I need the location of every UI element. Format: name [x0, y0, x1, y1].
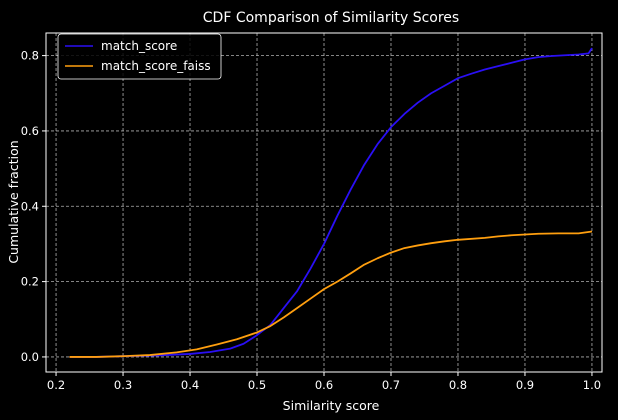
y-tick-label: 0.4: [21, 199, 39, 213]
y-axis-label: Cumulative fraction: [6, 140, 21, 263]
x-tick-label: 0.9: [516, 378, 534, 392]
series-lines: [69, 47, 593, 358]
y-tick-label: 0.2: [21, 275, 39, 289]
x-tick-label: 0.8: [449, 378, 467, 392]
x-tick-label: 1.0: [583, 378, 601, 392]
y-tick-label: 0.8: [21, 49, 39, 63]
legend-box: [57, 33, 222, 80]
x-axis-label: Similarity score: [283, 398, 380, 413]
legend-label-match-score-faiss: match_score_faiss: [101, 59, 211, 73]
y-tick-label: 0.0: [21, 350, 39, 364]
legend: match_score match_score_faiss: [57, 33, 222, 80]
x-tick-label: 0.7: [382, 378, 400, 392]
x-tick-label: 0.6: [315, 378, 333, 392]
series-line-match-score-faiss: [69, 230, 593, 358]
series-line-match-score: [69, 47, 593, 358]
axis-ticks: 0.2 0.3 0.4 0.5 0.6 0.7 0.8 0.9 1.0 0.0 0.2 0.4 0.6 0…: [21, 49, 601, 392]
x-tick-label: 0.3: [114, 378, 132, 392]
x-tick-label: 0.4: [181, 378, 199, 392]
y-tick-label: 0.6: [21, 124, 39, 138]
legend-label-match-score: match_score: [101, 39, 177, 53]
x-tick-label: 0.5: [248, 378, 266, 392]
chart-title: CDF Comparison of Similarity Scores: [203, 10, 459, 26]
x-tick-label: 0.2: [47, 378, 65, 392]
